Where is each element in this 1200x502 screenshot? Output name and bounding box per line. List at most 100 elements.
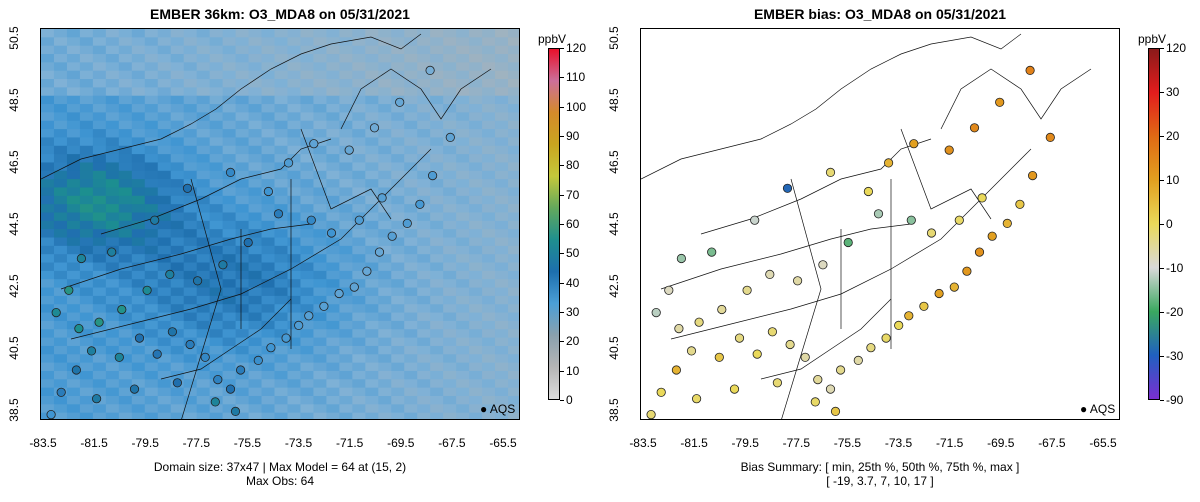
model-grid-cell [144,304,159,314]
model-grid-cell [417,262,431,272]
model-grid-cell [404,329,418,339]
model-grid-cell [365,329,379,339]
model-grid-cell [404,45,418,55]
model-grid-cell [443,379,457,389]
model-grid-cell [482,412,496,419]
model-grid-cell [339,204,353,214]
model-grid-cell [326,87,340,97]
model-grid-cell [105,354,120,364]
colorbar-tick-mark [560,77,564,79]
model-grid-cell [482,37,496,47]
model-domain-caption: Domain size: 37x47 | Max Model = 64 at (… [153,460,407,474]
model-grid-cell [287,62,302,72]
model-grid-cell [287,70,302,80]
model-grid-cell [261,204,276,214]
model-grid-cell [313,337,327,347]
model-grid-cell [326,195,340,205]
model-grid-cell [417,195,431,205]
model-grid-cell [391,395,405,405]
model-grid-cell [131,70,146,80]
model-grid-cell [482,145,496,155]
model-grid-cell [495,87,509,97]
model-grid-cell [170,295,185,305]
aqs-site-marker [273,209,284,219]
model-grid-cell [144,170,159,180]
model-grid-cell [378,29,392,38]
model-grid-cell [352,120,366,130]
model-grid-cell [53,320,68,330]
model-grid-cell [339,95,353,105]
model-grid-cell [443,104,457,113]
model-grid-cell [417,29,431,38]
bias-colorbar-unit: ppbV [1138,32,1167,46]
model-grid-cell [209,304,224,314]
model-grid-cell [430,45,444,55]
model-grid-cell [261,120,276,130]
model-grid-cell [274,170,289,180]
model-grid-cell [66,237,81,247]
model-grid-cell [287,170,302,180]
model-grid-cell [209,412,224,419]
model-grid-cell [170,154,185,164]
model-grid-cell [495,262,509,272]
model-grid-cell [261,395,276,405]
model-grid-cell [66,95,81,105]
model-grid-cell [79,45,94,55]
model-grid-cell [417,37,431,47]
model-grid-cell [66,54,81,63]
colorbar-tick-label: 120 [566,41,587,55]
model-grid-cell [41,37,55,47]
model-grid-cell [92,104,107,113]
model-grid-cell [131,237,146,247]
model-grid-cell [144,162,159,172]
colorbar-tick-mark [560,136,564,137]
aqs-site-marker [825,167,836,177]
model-grid-cell [183,220,198,230]
model-grid-cell [261,254,276,264]
model-grid-cell [209,79,224,88]
model-grid-cell [482,162,496,172]
model-grid-cell [92,179,107,189]
model-grid-cell [391,287,405,297]
model-grid-cell [508,345,519,355]
aqs-site-marker [319,301,329,311]
model-grid-cell [118,387,133,397]
model-grid-cell [417,270,431,280]
model-grid-cell [222,279,237,289]
model-grid-cell [495,404,509,414]
model-grid-cell [79,254,94,264]
model-grid-cell [248,54,263,63]
model-grid-cell [365,337,379,347]
model-grid-cell [274,54,289,63]
model-grid-cell [456,220,470,230]
model-grid-cell [313,95,327,105]
model-grid-cell [352,145,366,155]
model-grid-cell [352,204,366,214]
model-grid-cell [495,329,509,339]
model-grid-cell [365,295,379,305]
model-grid-cell [79,354,94,364]
aqs-site-marker [243,237,253,248]
model-grid-cell [443,179,457,189]
model-grid-cell [170,329,185,339]
model-grid-cell [443,220,457,230]
model-grid-cell [274,45,289,55]
model-grid-cell [326,395,340,405]
model-grid-cell [443,287,457,297]
model-grid-cell [417,362,431,372]
model-grid-cell [391,387,405,397]
model-grid-cell [287,304,302,314]
model-grid-cell [157,204,172,214]
model-grid-cell [118,362,133,372]
model-grid-cell [41,229,55,239]
colorbar-tick-label: -90 [1166,393,1184,407]
model-grid-cell [456,379,470,389]
model-grid-cell [378,220,392,230]
model-grid-cell [508,412,519,419]
model-grid-cell [261,329,276,339]
aqs-dot-icon: ● [480,402,488,416]
colorbar-tick-label: 20 [566,334,580,349]
model-grid-cell [482,287,496,297]
model-grid-cell [456,279,470,289]
model-grid-cell [92,220,107,230]
